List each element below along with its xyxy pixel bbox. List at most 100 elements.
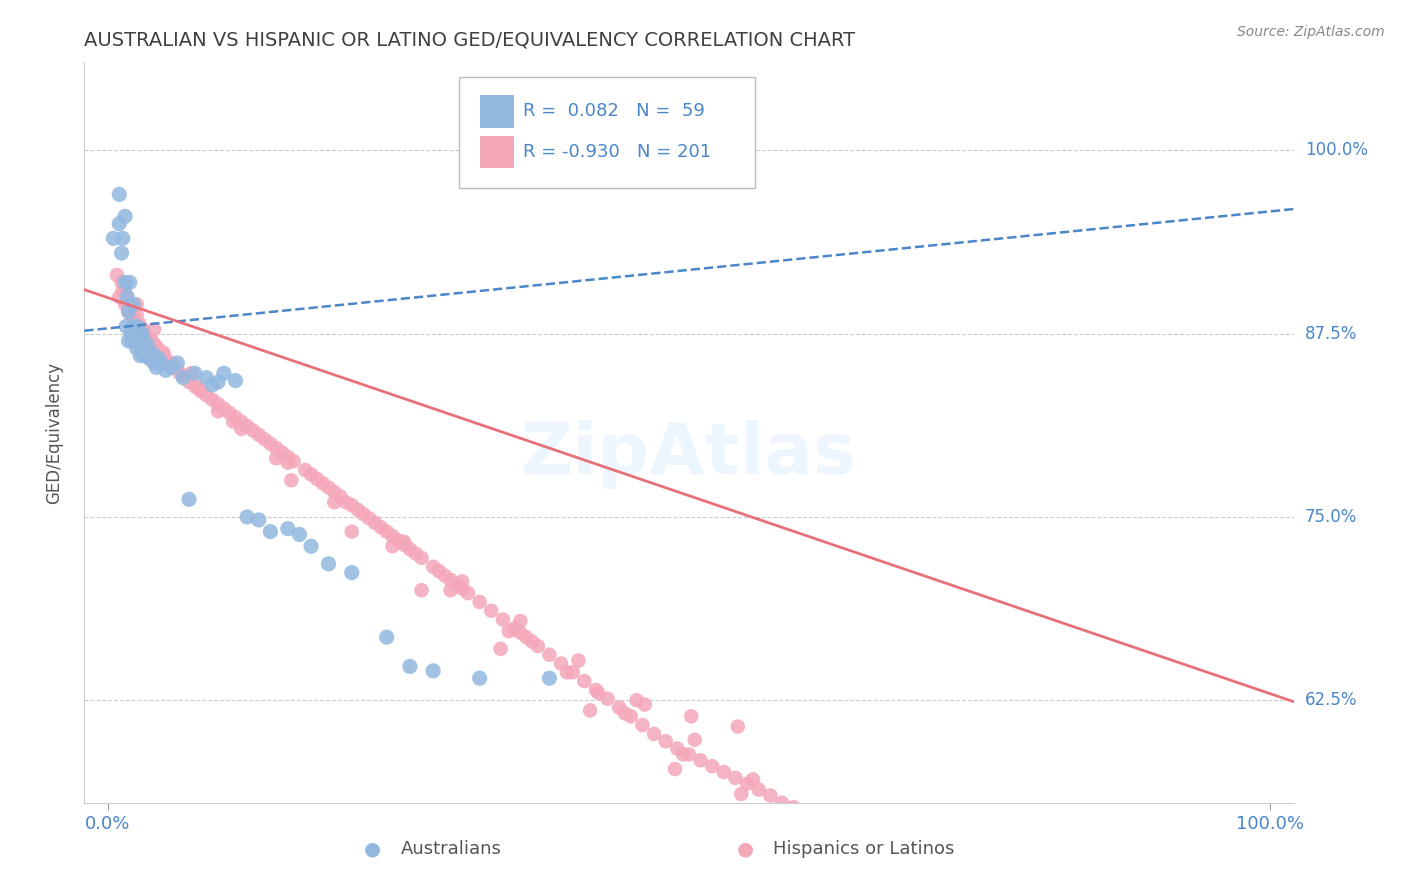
Point (115, 290, 138, 304)
Point (596, 691, 619, 706)
Point (150, 356, 173, 370)
Point (411, 583, 433, 598)
Point (143, 337, 166, 351)
Point (103, 231, 125, 245)
Point (399, 659, 422, 673)
Point (643, 727, 665, 741)
Point (184, 366, 207, 380)
Point (150, 345, 173, 359)
Point (218, 406, 240, 420)
Point (439, 583, 461, 598)
Point (585, 682, 607, 697)
Point (212, 401, 235, 416)
Point (815, 868, 838, 882)
Point (794, 806, 817, 821)
Point (114, 210, 136, 224)
Point (817, 818, 839, 832)
Point (922, 871, 945, 885)
Point (588, 686, 610, 700)
Point (236, 510, 259, 524)
Point (654, 734, 676, 748)
Point (405, 547, 427, 561)
Point (567, 654, 589, 668)
Point (770, 796, 793, 810)
Point (155, 363, 177, 377)
Point (1004, 889, 1026, 892)
Point (956, 884, 979, 892)
Point (242, 424, 264, 438)
Point (111, 231, 134, 245)
Point (145, 340, 167, 354)
Point (520, 634, 543, 648)
Point (346, 502, 368, 516)
Text: 62.5%: 62.5% (1305, 691, 1357, 709)
Point (492, 613, 515, 627)
Point (201, 392, 224, 407)
Point (231, 415, 253, 429)
Point (392, 534, 415, 549)
Point (830, 823, 852, 838)
Point (108, 290, 131, 304)
Point (538, 671, 561, 685)
Point (515, 630, 537, 644)
Point (195, 388, 218, 402)
Point (225, 374, 247, 388)
Point (143, 322, 166, 336)
Text: 100.0%: 100.0% (1305, 142, 1368, 160)
Point (457, 586, 479, 600)
Point (117, 297, 139, 311)
Point (489, 641, 512, 656)
Point (207, 397, 229, 411)
Point (620, 709, 643, 723)
Point (120, 326, 142, 341)
Point (283, 454, 305, 468)
Point (207, 375, 229, 389)
Point (143, 356, 166, 370)
Point (713, 764, 735, 779)
Point (329, 489, 352, 503)
Point (352, 507, 374, 521)
Point (125, 341, 148, 355)
Point (730, 787, 752, 801)
Point (201, 378, 224, 392)
Point (231, 422, 253, 436)
Point (626, 693, 648, 707)
Text: ZipAtlas: ZipAtlas (522, 420, 856, 490)
Point (207, 404, 229, 418)
Point (247, 427, 270, 442)
Point (468, 671, 491, 685)
Point (910, 864, 932, 879)
Point (122, 301, 145, 316)
Point (607, 700, 630, 714)
Point (169, 366, 191, 380)
Point (136, 349, 159, 363)
Point (111, 283, 134, 297)
Point (411, 551, 433, 566)
Point (387, 533, 409, 548)
Point (789, 827, 811, 841)
Point (991, 888, 1014, 892)
Point (561, 665, 583, 680)
Text: Hispanics or Latinos: Hispanics or Latinos (773, 840, 955, 858)
Point (122, 297, 145, 311)
Point (155, 351, 177, 366)
Point (741, 772, 763, 787)
Point (800, 812, 823, 826)
Point (166, 356, 188, 370)
Text: AUSTRALIAN VS HISPANIC OR LATINO GED/EQUIVALENCY CORRELATION CHART: AUSTRALIAN VS HISPANIC OR LATINO GED/EQU… (84, 30, 855, 50)
Point (375, 524, 398, 539)
Point (702, 759, 724, 773)
Point (681, 709, 703, 723)
Point (131, 326, 153, 341)
Point (503, 621, 526, 635)
Y-axis label: GED/Equivalency: GED/Equivalency (45, 361, 63, 504)
Point (288, 527, 311, 541)
Point (187, 381, 209, 395)
Point (683, 732, 706, 747)
Point (110, 246, 132, 260)
Point (945, 882, 967, 892)
Point (136, 331, 159, 345)
Point (131, 334, 153, 348)
Point (678, 747, 700, 762)
Point (271, 445, 294, 459)
